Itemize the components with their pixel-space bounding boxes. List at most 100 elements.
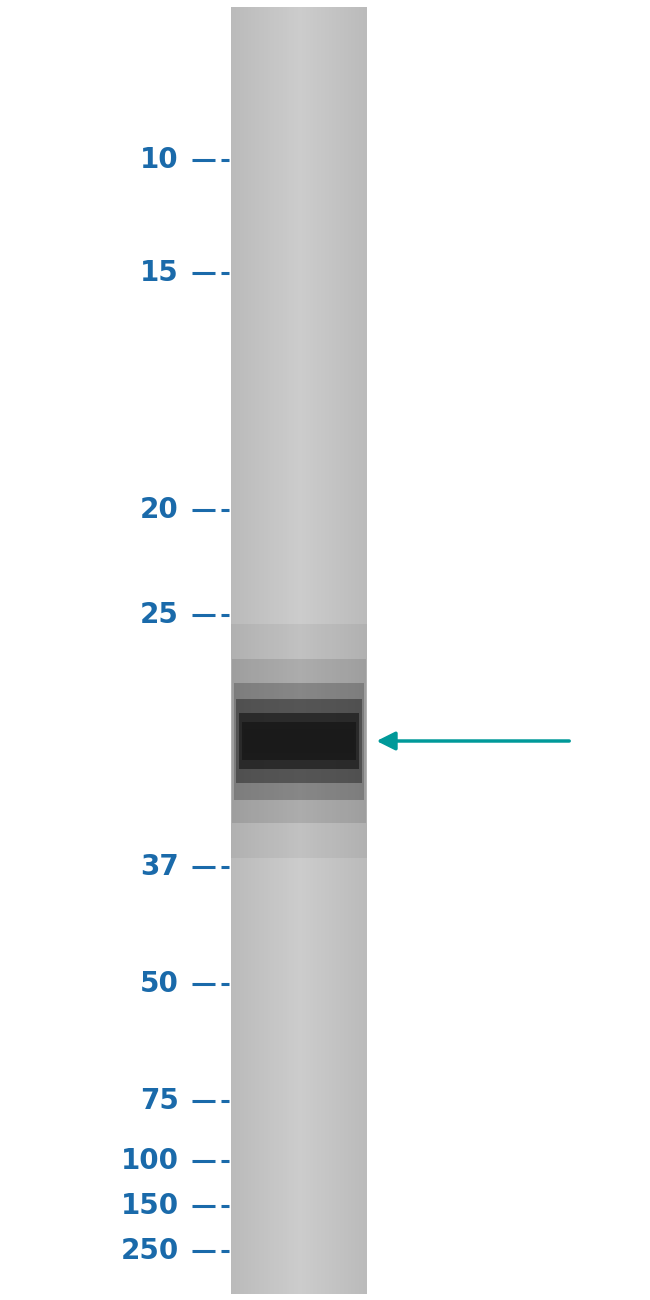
Bar [292,6,294,1294]
Bar [235,6,236,1294]
Bar [307,6,309,1294]
Bar [244,6,246,1294]
Bar [238,6,239,1294]
Bar [276,6,277,1294]
Bar [365,6,366,1294]
Bar [300,6,302,1294]
Bar [329,6,330,1294]
Bar [236,6,238,1294]
Bar [318,6,319,1294]
Bar [351,6,352,1294]
Text: 20: 20 [140,495,179,524]
Bar [269,6,270,1294]
Bar [262,6,263,1294]
Bar [242,6,243,1294]
Bar [236,699,362,783]
Bar [350,6,351,1294]
Bar [333,6,335,1294]
Bar [319,6,321,1294]
Bar [337,6,339,1294]
Bar [263,6,265,1294]
Bar [278,6,280,1294]
Bar [317,6,318,1294]
Bar [326,6,328,1294]
Bar [265,6,266,1294]
Text: 25: 25 [140,601,179,629]
Bar [233,6,235,1294]
Bar [257,6,258,1294]
Bar [352,6,354,1294]
Bar [242,723,356,759]
Bar [251,6,253,1294]
Text: 37: 37 [140,853,179,881]
Bar [321,6,322,1294]
Bar [244,729,354,753]
Bar [289,6,291,1294]
Text: 250: 250 [120,1236,179,1265]
Bar [356,6,358,1294]
Bar [295,6,296,1294]
Bar [340,6,341,1294]
Text: 75: 75 [140,1087,179,1115]
Bar [258,6,259,1294]
Bar [243,6,244,1294]
Bar [239,712,359,770]
Bar [343,6,344,1294]
Bar [302,6,303,1294]
Bar [348,6,350,1294]
Bar [270,6,272,1294]
Bar [304,6,306,1294]
Bar [362,6,363,1294]
Bar [280,6,281,1294]
Bar [291,6,292,1294]
Text: 50: 50 [140,970,179,998]
Bar [255,6,257,1294]
Bar [347,6,348,1294]
Bar [259,6,261,1294]
Bar [313,6,314,1294]
Text: 15: 15 [140,259,179,287]
Bar [232,6,233,1294]
Bar [234,682,364,800]
Bar [273,6,274,1294]
Bar [283,6,284,1294]
Bar [253,6,254,1294]
Bar [246,6,247,1294]
Bar [328,6,329,1294]
Bar [231,624,367,858]
Bar [354,6,355,1294]
Bar [332,6,333,1294]
Bar [306,6,307,1294]
Bar [360,6,362,1294]
Bar [355,6,356,1294]
Bar [268,6,269,1294]
Bar [335,6,336,1294]
Bar [240,6,242,1294]
Bar [322,6,324,1294]
Bar [288,6,289,1294]
Bar [294,6,295,1294]
Bar [366,6,367,1294]
Bar [274,6,276,1294]
Bar [325,6,326,1294]
Bar [296,6,298,1294]
Bar [247,6,248,1294]
Bar [358,6,359,1294]
Bar [339,6,340,1294]
Bar [284,6,285,1294]
Bar [310,6,311,1294]
Bar [299,6,300,1294]
Bar [285,6,287,1294]
Bar [311,6,313,1294]
Bar [261,6,262,1294]
Bar [303,6,304,1294]
Bar [345,6,347,1294]
Bar [298,6,299,1294]
Bar [359,6,360,1294]
Bar [287,6,288,1294]
Bar [309,6,310,1294]
Bar [277,6,279,1294]
Bar [363,6,365,1294]
Bar [324,6,325,1294]
Bar [341,6,343,1294]
